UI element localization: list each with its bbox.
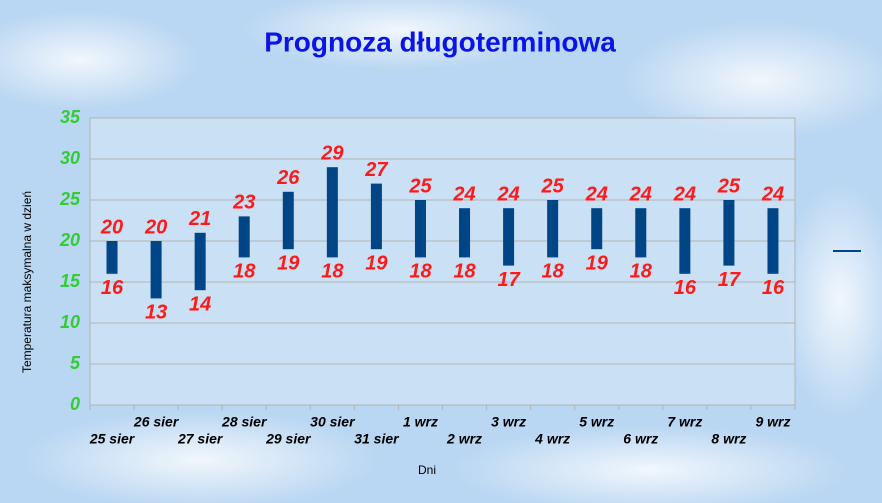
x-tick-label: 30 sier [310, 414, 356, 430]
range-bar [679, 208, 691, 274]
high-label: 24 [585, 183, 608, 205]
low-label: 13 [145, 302, 167, 324]
range-bar [414, 200, 426, 258]
range-bar [282, 191, 294, 250]
high-label: 25 [541, 175, 565, 197]
x-tick-label: 7 wrz [667, 414, 702, 430]
x-tick-label: 28 sier [221, 414, 268, 430]
x-tick-label: 26 sier [133, 414, 180, 430]
x-tick-label: 4 wrz [534, 431, 570, 447]
range-bar [635, 208, 647, 258]
low-label: 16 [762, 277, 785, 299]
low-label: 16 [101, 277, 124, 299]
range-bar [547, 200, 559, 258]
x-tick-label: 31 sier [354, 431, 400, 447]
x-tick-label: 8 wrz [711, 431, 746, 447]
high-label: 24 [761, 183, 784, 205]
high-label: 20 [100, 216, 123, 238]
x-tick-label: 2 wrz [446, 431, 482, 447]
range-bar [106, 241, 118, 274]
x-axis-label: Dni [418, 463, 436, 477]
high-label: 20 [144, 216, 167, 238]
x-tick-label: 25 sier [89, 431, 136, 447]
y-tick-label: 30 [60, 148, 80, 168]
y-tick-label: 15 [60, 271, 81, 291]
high-label: 26 [276, 167, 300, 189]
x-tick-label: 5 wrz [579, 414, 614, 430]
y-tick-label: 0 [70, 394, 80, 414]
y-tick-label: 25 [59, 189, 81, 209]
high-label: 24 [496, 183, 519, 205]
range-bar [767, 208, 779, 274]
high-label: 25 [717, 175, 741, 197]
range-bar [591, 208, 603, 250]
high-label: 29 [320, 142, 344, 164]
range-bar [459, 208, 471, 258]
y-tick-label: 35 [60, 107, 81, 127]
high-label: 23 [232, 192, 255, 214]
high-label: 24 [673, 183, 696, 205]
x-tick-label: 1 wrz [403, 414, 438, 430]
low-label: 18 [630, 261, 653, 283]
x-tick-label: 29 sier [265, 431, 312, 447]
range-bar [370, 183, 382, 250]
x-tick-label: 6 wrz [623, 431, 658, 447]
y-tick-label: 5 [70, 353, 81, 373]
low-label: 18 [542, 261, 565, 283]
low-label: 19 [365, 252, 388, 274]
high-label: 25 [408, 175, 432, 197]
low-label: 18 [321, 261, 344, 283]
y-axis-label: Temperatura maksymalna w dzień [20, 191, 34, 373]
low-label: 18 [409, 261, 432, 283]
range-bar [238, 216, 250, 258]
low-label: 17 [718, 269, 741, 291]
high-label: 24 [452, 183, 475, 205]
high-label: 21 [188, 208, 211, 230]
low-label: 19 [277, 252, 300, 274]
y-tick-label: 10 [60, 312, 80, 332]
range-bar [150, 241, 162, 299]
low-label: 17 [497, 269, 520, 291]
chart-title: Prognoza długoterminowa [264, 26, 616, 57]
plot-area [89, 117, 796, 406]
range-bar [194, 232, 206, 291]
low-label: 18 [453, 261, 476, 283]
x-tick-label: 27 sier [177, 431, 224, 447]
range-bar [723, 200, 735, 266]
high-label: 24 [629, 183, 652, 205]
y-tick-label: 20 [59, 230, 80, 250]
low-label: 16 [674, 277, 697, 299]
high-label: 27 [364, 159, 388, 181]
low-label: 19 [586, 252, 609, 274]
x-tick-label: 3 wrz [491, 414, 526, 430]
low-label: 14 [189, 293, 211, 315]
x-tick-label: 9 wrz [755, 414, 790, 430]
low-label: 18 [233, 261, 256, 283]
range-bar [326, 167, 338, 258]
range-bar [503, 208, 515, 266]
